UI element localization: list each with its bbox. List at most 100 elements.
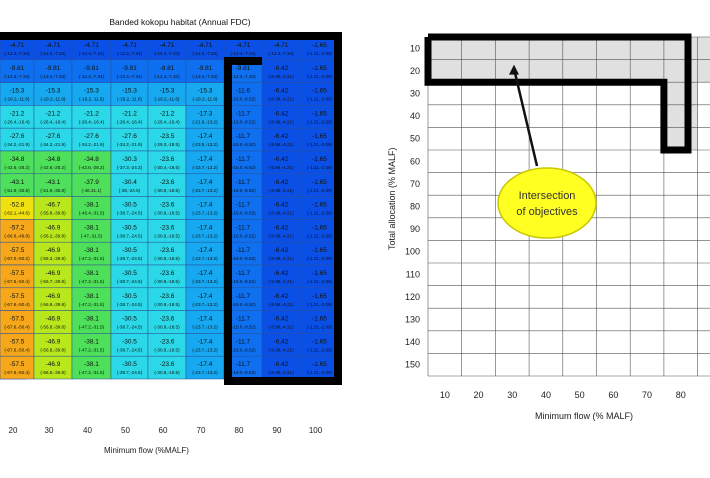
cell-range: (-34.2,-21.9)	[40, 142, 66, 147]
cell-value: -1.65	[312, 361, 327, 368]
cell-value: -15.3	[84, 88, 99, 95]
y-tick-label: 130	[405, 315, 420, 325]
heatmap-cells: -4.71 (-12.4,-7.34) -4.71 (-12.4,-7.34) -4.7…	[0, 36, 340, 380]
cell-value: -57.5	[10, 247, 25, 254]
y-tick-label: 110	[406, 269, 420, 279]
cell-range: (-12.4,-7.34)	[79, 51, 105, 56]
cell-value: -9.81	[10, 65, 25, 72]
cell-range: (-34.2,-21.9)	[79, 142, 105, 147]
cell-value: -11.7	[236, 110, 251, 117]
cell-range: (-30.9,-18.5)	[154, 188, 180, 193]
cell-range: (-30.9,-18.5)	[154, 347, 180, 352]
x-tick-label: 40	[541, 390, 551, 400]
cell-range: (-1.21,-2.09)	[307, 97, 333, 102]
cell-value: -6.42	[274, 156, 289, 163]
cell-value: -15.3	[198, 88, 213, 95]
cell-value: -23.6	[160, 224, 175, 231]
cell-range: (-38.7,-24.5)	[117, 325, 143, 330]
cell-value: -1.65	[312, 133, 327, 140]
cell-range: (-23.7,-13.2)	[192, 188, 218, 193]
cell-range: (-30.9,-18.5)	[154, 233, 180, 238]
cell-value: -46.9	[46, 224, 61, 231]
x-tick-label: 60	[159, 426, 168, 435]
cell-value: -27.6	[10, 133, 25, 140]
cell-value: -43.1	[10, 179, 25, 186]
x-tick-label: 80	[676, 390, 686, 400]
y-tick-label: 70	[410, 179, 420, 189]
cell-range: (-1.21,-2.09)	[307, 188, 333, 193]
cell-value: -6.42	[274, 110, 289, 117]
cell-range: (-1.21,-2.09)	[307, 233, 333, 238]
cell-range: (-12.4,-7.34)	[192, 74, 218, 79]
cell-range: (-47.2,-31.5)	[79, 325, 105, 330]
cell-range: (-30.9,-18.5)	[154, 325, 180, 330]
y-tick-label: 10	[410, 43, 420, 53]
cell-range: (-56.8,-39.8)	[40, 347, 66, 352]
cell-range: (-38.7,-24.5)	[117, 233, 143, 238]
x-tick-label: 30	[45, 426, 54, 435]
cell-range: (-47.2,-31.5)	[79, 347, 105, 352]
cell-range: (-30.9,-18.5)	[154, 256, 180, 261]
cell-range: (-19.2,-11.6)	[193, 97, 218, 102]
cell-value: -38.1	[84, 270, 99, 277]
cell-value: -23.5	[160, 133, 175, 140]
cell-value: -11.7	[236, 361, 251, 368]
cell-value: -23.6	[160, 179, 175, 186]
cell-value: -57.5	[10, 270, 25, 277]
objectives-grid-svg: 10 20 30 40 50 60 70 80 90 100 110 120 130 140 150 10 20…	[405, 33, 710, 400]
cell-range: (-12.4,-7.34)	[79, 74, 105, 79]
cell-value: -27.6	[46, 133, 61, 140]
right-grid-panel: 10 20 30 40 50 60 70 80 90 100 110 120 130 140 150 10 20…	[360, 0, 710, 473]
cell-range: (-62.1,-44.6)	[4, 211, 30, 216]
cell-value: -4.71	[274, 42, 289, 49]
cell-range: (-19.2,-11.6)	[5, 97, 30, 102]
cell-range: (-12.4,-7.34)	[192, 51, 218, 56]
y-axis-label: Total allocation (% MALF)	[387, 147, 397, 250]
cell-range: (-8.98,-4.21)	[268, 256, 294, 261]
y-tick-label: 100	[405, 247, 420, 257]
cell-value: -57.5	[10, 338, 25, 345]
cell-range: (-38.7,-24.5)	[117, 211, 143, 216]
cell-range: (-19.2,-11.6)	[155, 97, 180, 102]
x-tick-label: 20	[9, 426, 18, 435]
x-tick-label: 70	[197, 426, 206, 435]
cell-value: -17.4	[198, 247, 213, 254]
cell-value: -1.65	[312, 224, 327, 231]
cell-range: (-67.6,-50.4)	[4, 370, 30, 375]
cell-range: (-1.21,-2.09)	[307, 256, 333, 261]
cell-range: (-8.98,-4.21)	[268, 74, 294, 79]
x-tick-label: 50	[575, 390, 585, 400]
cell-range: (-1.21,-2.09)	[307, 51, 333, 56]
cell-range: (-55.8,-39.8)	[40, 211, 66, 216]
cell-range: (-37.3,-24.3)	[117, 165, 143, 170]
cell-range: (-56.2,-39.8)	[40, 233, 66, 238]
cell-range: (-30.9,-18.5)	[154, 279, 180, 284]
cell-value: -38.1	[84, 247, 99, 254]
cell-value: -38.1	[84, 293, 99, 300]
cell-range: (-30.9,-18.5)	[154, 370, 180, 375]
cell-range: (-46.31.1)	[82, 188, 102, 193]
cell-value: -23.6	[160, 293, 175, 300]
cell-value: -1.65	[312, 110, 327, 117]
cell-value: -11.7	[236, 293, 251, 300]
cell-value: -38.1	[84, 361, 99, 368]
cell-value: -46.9	[46, 361, 61, 368]
cell-value: -57.5	[10, 293, 25, 300]
cell-range: (-12.4,-7.34)	[154, 51, 180, 56]
cell-range: (-67.6,-50.4)	[4, 302, 30, 307]
y-tick-label: 50	[410, 134, 420, 144]
cell-range: (-23.5,-13.2)	[192, 142, 218, 147]
cell-range: (-47.2,-31.5)	[79, 302, 105, 307]
cell-range: (-8.98,-4.21)	[268, 279, 294, 284]
cell-value: -30.5	[122, 338, 137, 345]
cell-value: -30.5	[122, 202, 137, 209]
cell-range: (-26.4,-16.4)	[79, 119, 105, 124]
cell-range: (-38.7,-24.5)	[117, 370, 143, 375]
cell-value: -15.3	[46, 88, 61, 95]
cell-value: -1.65	[312, 179, 327, 186]
cell-range: (-38,-24.5)	[119, 188, 141, 193]
cell-value: -11.7	[236, 179, 251, 186]
cell-value: -38.1	[84, 224, 99, 231]
cell-value: -34.8	[84, 156, 99, 163]
cell-range: (-67.6,-50.4)	[4, 325, 30, 330]
